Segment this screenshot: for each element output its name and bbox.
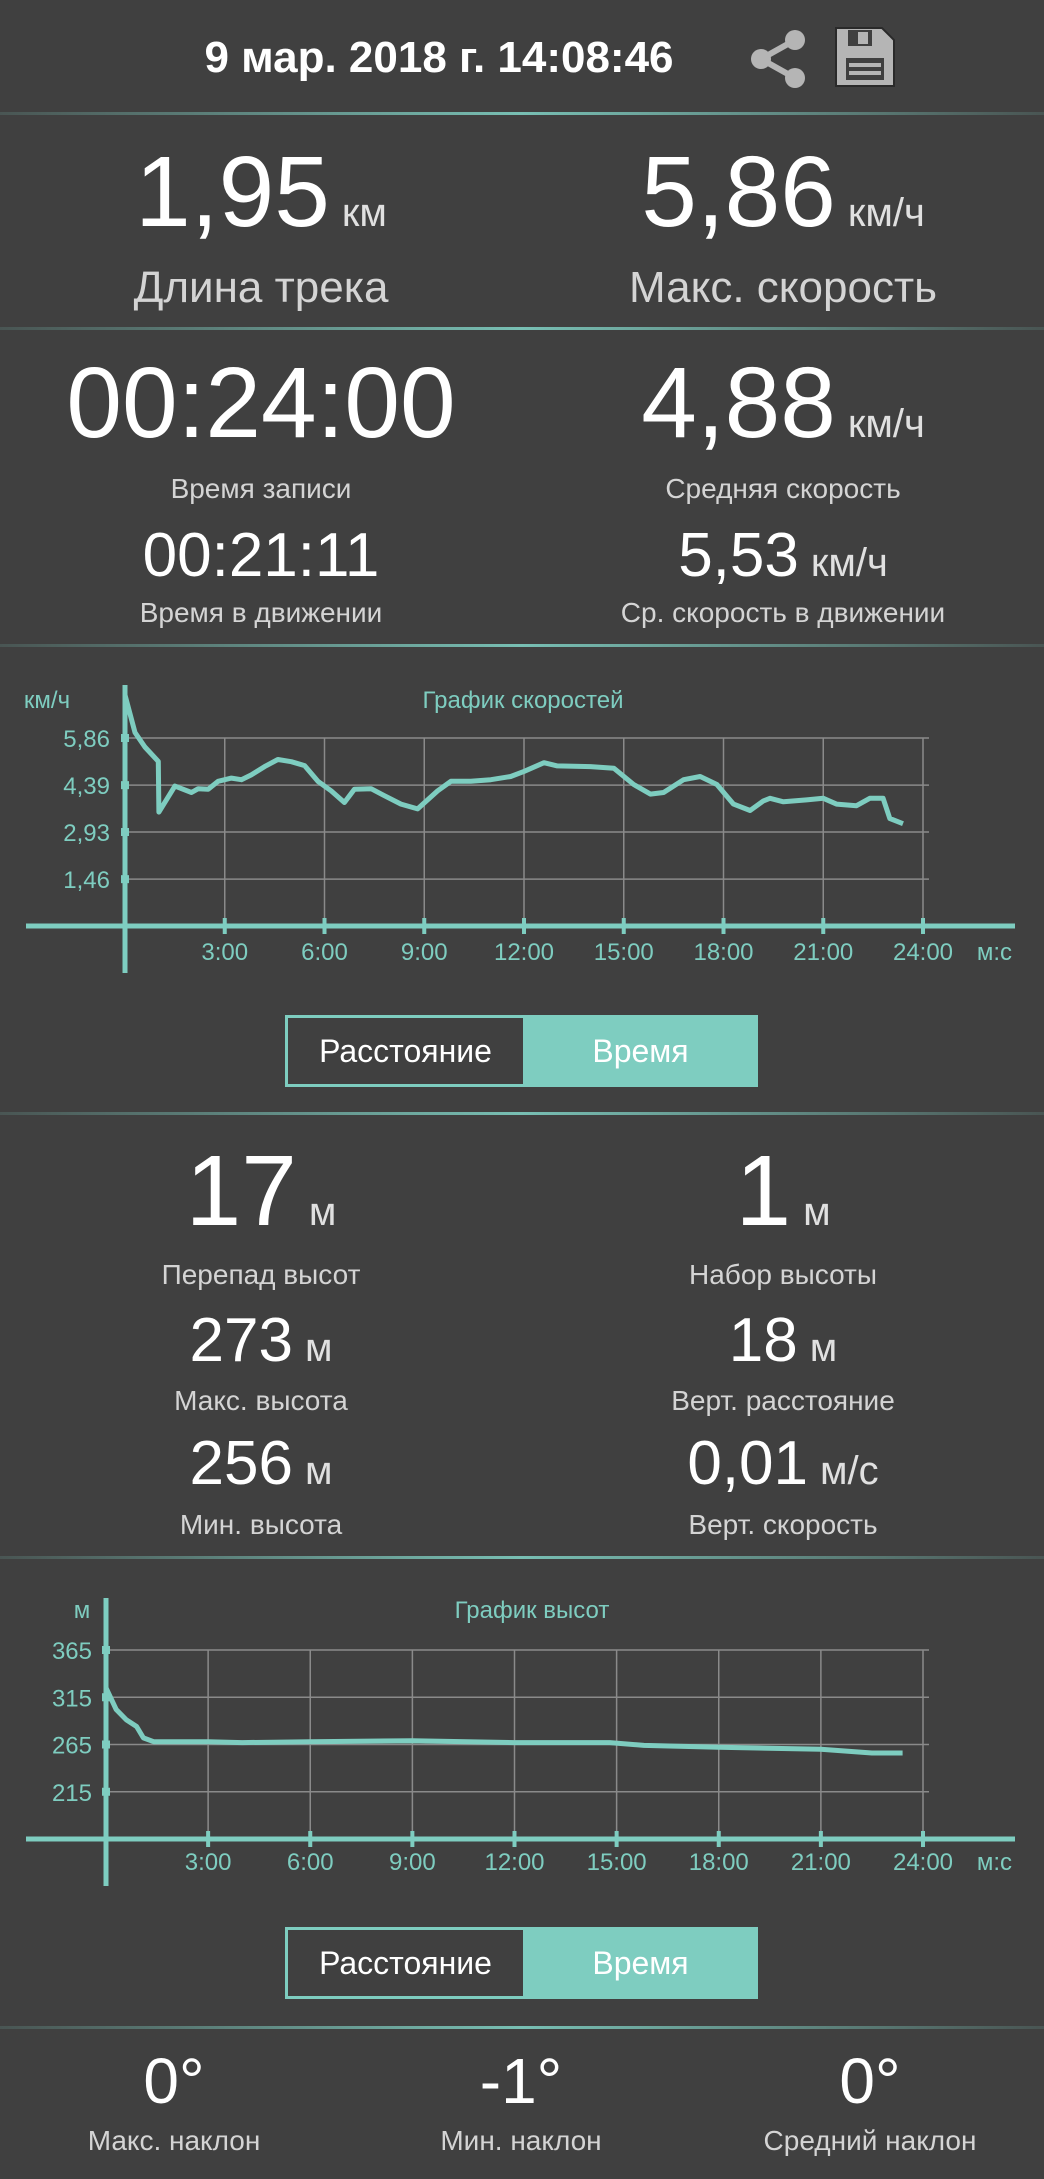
divider	[0, 644, 1044, 647]
toggle-time-button[interactable]: Время	[523, 1015, 758, 1087]
min-altitude-value: 256 м	[189, 1429, 333, 1498]
moving-time-value: 00:21:11	[142, 521, 380, 590]
toggle-time-button[interactable]: Время	[523, 1927, 758, 1999]
record-time-value: 00:24:00	[66, 347, 456, 459]
altitude-range-value: 17 м	[185, 1135, 337, 1247]
y-tick-label: 265	[52, 1733, 92, 1760]
y-tick-label: 315	[52, 1685, 92, 1712]
max-altitude-value: 273 м	[189, 1306, 333, 1375]
avg-speed-label: Средняя скорость	[665, 473, 901, 504]
chart-title: График скоростей	[423, 687, 624, 714]
max-altitude-label: Макс. высота	[174, 1385, 348, 1416]
divider	[0, 2026, 1044, 2029]
moving-avg-speed-label: Ср. скорость в движении	[620, 597, 946, 628]
min-slope-value: -1°	[479, 2045, 563, 2117]
y-tick-label: 2,93	[63, 820, 110, 847]
altitude-range-label: Перепад высот	[161, 1259, 361, 1290]
x-tick-label: 6:00	[287, 1849, 334, 1876]
x-axis-unit: м:с	[977, 1849, 1012, 1876]
x-tick-label: 12:00	[494, 939, 554, 966]
toggle-distance-button[interactable]: Расстояние	[285, 1015, 523, 1087]
series-line	[122, 694, 904, 827]
avg-speed-value: 4,88 км/ч	[641, 347, 925, 459]
x-axis-unit: м:с	[977, 939, 1012, 966]
min-slope-label: Мин. наклон	[440, 2125, 602, 2156]
record-time-label: Время записи	[170, 473, 352, 504]
min-altitude-label: Мин. высота	[179, 1509, 343, 1540]
altitude-chart: 365 315 265 215 3:00 6:00 9:00 12:00 15:00 18:00 2…	[26, 1597, 1015, 1886]
x-tick-label: 15:00	[587, 1849, 647, 1876]
max-slope-label: Макс. наклон	[87, 2125, 261, 2156]
avg-slope-value: 0°	[839, 2045, 901, 2117]
y-tick-label: 5,86	[63, 726, 110, 753]
max-speed-value: 5,86 км/ч	[641, 136, 925, 248]
y-tick-label: 215	[52, 1780, 92, 1807]
avg-slope-label: Средний наклон	[763, 2125, 977, 2156]
divider	[0, 1112, 1044, 1115]
vert-distance-value: 18 м	[728, 1306, 838, 1375]
speed-chart-mode-toggle: Расстояние Время	[285, 1015, 758, 1087]
vert-speed-value: 0,01 м/с	[687, 1429, 879, 1498]
track-length-label: Длина трека	[133, 263, 389, 312]
y-axis-unit: км/ч	[24, 687, 70, 714]
series-line	[103, 1686, 903, 1756]
x-tick-label: 18:00	[689, 1849, 749, 1876]
x-tick-label: 3:00	[201, 939, 248, 966]
divider	[0, 112, 1044, 115]
share-icon[interactable]	[745, 26, 811, 92]
x-tick-label: 18:00	[693, 939, 753, 966]
y-tick-label: 1,46	[63, 867, 110, 894]
speed-chart: 5,86 4,39 2,93 1,46 3:00 6:00 9:00 12:00 15:00 18…	[24, 685, 1015, 973]
vert-speed-label: Верт. скорость	[688, 1509, 878, 1540]
x-tick-label: 15:00	[594, 939, 654, 966]
x-tick-label: 21:00	[793, 939, 853, 966]
x-tick-label: 9:00	[389, 1849, 436, 1876]
track-length-value: 1,95 км	[135, 136, 387, 248]
divider	[0, 1556, 1044, 1559]
x-tick-label: 3:00	[185, 1849, 232, 1876]
track-datetime: 9 мар. 2018 г. 14:08:46	[204, 33, 674, 82]
moving-time-label: Время в движении	[139, 597, 383, 628]
x-tick-label: 24:00	[893, 1849, 953, 1876]
moving-avg-speed-value: 5,53 км/ч	[678, 521, 888, 590]
x-tick-label: 12:00	[484, 1849, 544, 1876]
chart-title: График высот	[455, 1597, 610, 1624]
save-icon[interactable]	[834, 26, 896, 88]
toggle-distance-button[interactable]: Расстояние	[285, 1927, 523, 1999]
altitude-chart-mode-toggle: Расстояние Время	[285, 1927, 758, 1999]
vert-distance-label: Верт. расстояние	[671, 1385, 895, 1416]
y-axis-unit: м	[74, 1597, 91, 1624]
altitude-gain-label: Набор высоты	[689, 1259, 877, 1290]
max-speed-label: Макс. скорость	[628, 263, 938, 312]
x-tick-label: 24:00	[893, 939, 953, 966]
divider	[0, 327, 1044, 330]
x-tick-label: 9:00	[401, 939, 448, 966]
x-tick-label: 6:00	[301, 939, 348, 966]
max-slope-value: 0°	[143, 2045, 205, 2117]
y-tick-label: 4,39	[63, 773, 110, 800]
x-tick-label: 21:00	[791, 1849, 851, 1876]
y-tick-label: 365	[52, 1638, 92, 1665]
